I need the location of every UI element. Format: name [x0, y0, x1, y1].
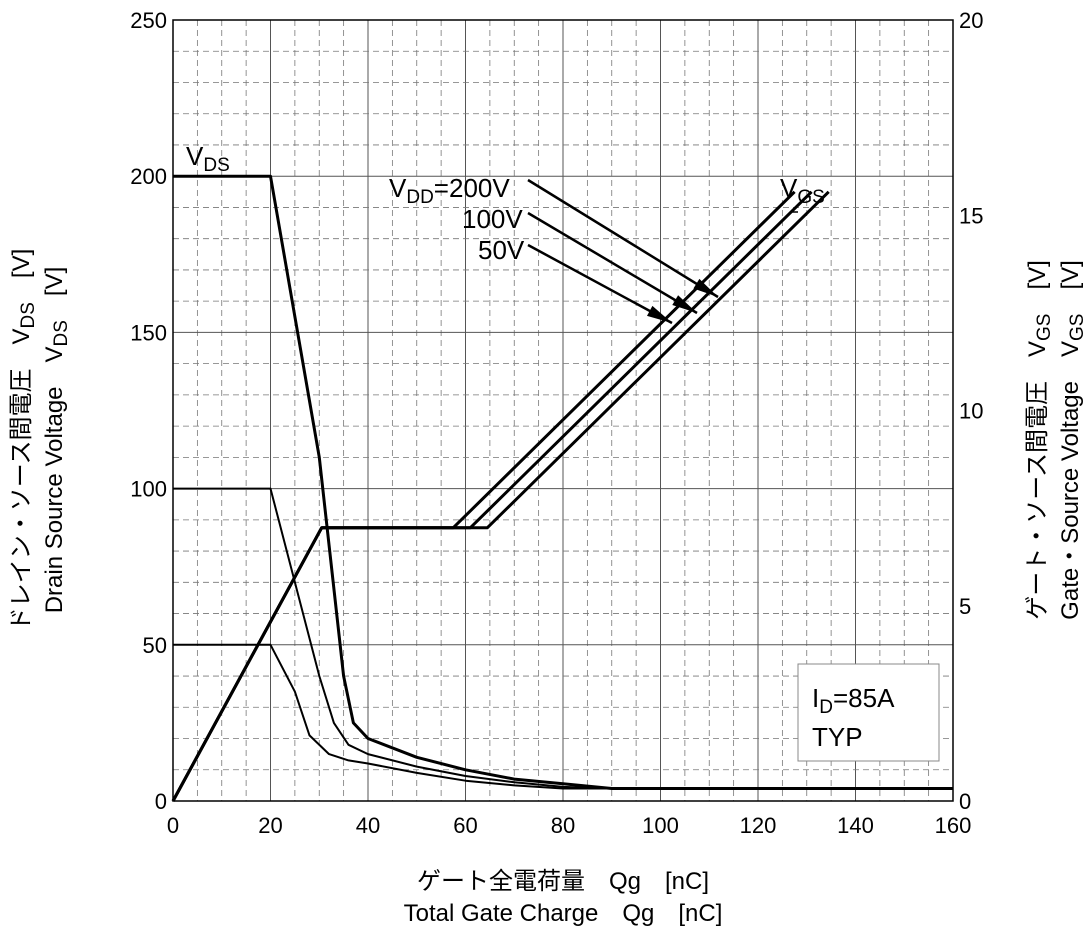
- x-axis-title-en: Total Gate Charge Qg [nC]: [404, 900, 723, 927]
- x-tick-label: 160: [935, 813, 972, 838]
- series-group: [171, 174, 953, 802]
- arrow-vdd-200-head: [693, 278, 718, 297]
- arrow-vdd-200-line: [527, 178, 719, 299]
- x-tick-label: 0: [167, 813, 179, 838]
- grid-lines: [173, 20, 953, 801]
- y-right-tick-label: 15: [959, 203, 983, 228]
- vds-curve-1: [173, 487, 953, 790]
- condition-box: [797, 663, 940, 762]
- y-right-tick-label: 0: [959, 789, 971, 814]
- y-right-title-jp: ゲート・ソース間電圧 VGS [V]: [1024, 260, 1055, 620]
- tick-labels: 0 20 40 60 80 100 120 140 1600501001502002500510…: [130, 8, 983, 838]
- x-tick-label: 20: [258, 813, 282, 838]
- y-left-tick-label: 0: [155, 789, 167, 814]
- y-left-title-en: Drain Source Voltage VDS [V]: [41, 267, 72, 614]
- x-tick-label: 60: [453, 813, 477, 838]
- vds-curve-2: [173, 643, 953, 790]
- arrow-vdd-100-line: [527, 211, 698, 315]
- condition-typ: TYP: [812, 722, 863, 752]
- x-tick-label: 120: [740, 813, 777, 838]
- y-left-tick-label: 200: [130, 164, 167, 189]
- x-tick-label: 140: [837, 813, 874, 838]
- vds-curve-0: [173, 174, 953, 790]
- y-right-tick-label: 10: [959, 399, 983, 424]
- x-tick-label: 80: [551, 813, 575, 838]
- arrow-vdd-50-line: [527, 243, 673, 325]
- y-left-tick-label: 250: [130, 8, 167, 33]
- y-left-title-jp: ドレイン・ソース間電圧 VDS [V]: [8, 249, 39, 632]
- vgs-curve-4: [171, 190, 813, 802]
- y-left-tick-label: 50: [143, 633, 167, 658]
- vdd-100-label: 100V: [462, 204, 523, 234]
- y-right-tick-label: 5: [959, 594, 971, 619]
- x-tick-label: 100: [642, 813, 679, 838]
- plot-frame: [172, 19, 954, 802]
- vdd-200-label: VDD=200V: [389, 173, 510, 208]
- arrow-vdd-50-head: [647, 305, 672, 323]
- y-right-tick-label: 20: [959, 8, 983, 33]
- vds-label: VDS: [186, 141, 230, 176]
- x-axis-title-jp: ゲート全電荷量 Qg [nC]: [417, 868, 709, 895]
- y-left-tick-label: 100: [130, 477, 167, 502]
- x-tick-label: 40: [356, 813, 380, 838]
- vgs-curve-5: [171, 190, 830, 802]
- vgs-label: VGS: [780, 173, 825, 208]
- arrow-vdd-100-head: [672, 295, 697, 313]
- annotation-arrows: [527, 178, 798, 325]
- condition-id: ID=85A: [812, 683, 895, 718]
- y-left-tick-label: 150: [130, 320, 167, 345]
- y-right-title-en: Gate・Source Voltage VGS [V]: [1057, 260, 1088, 620]
- vdd-50-label: 50V: [478, 235, 525, 265]
